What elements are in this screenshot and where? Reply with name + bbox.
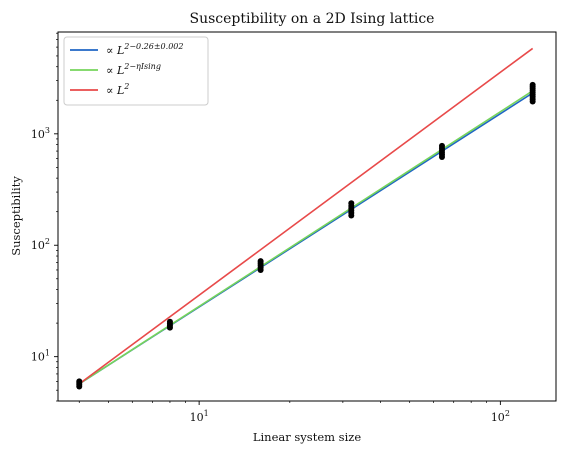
series-line-2	[78, 47, 534, 385]
y-tick-label: 101	[31, 349, 50, 364]
y-axis-ticks: 101 102 103	[31, 32, 58, 402]
axes-frame	[57, 31, 557, 402]
plot-area: 101 102 101 102 103	[31, 31, 557, 424]
y-tick-label: 103	[31, 126, 50, 141]
x-axis-ticks: 101 102	[78, 401, 510, 424]
data-point	[348, 200, 355, 207]
scatter-points	[76, 81, 536, 390]
data-point	[166, 318, 173, 325]
y-axis-label: Susceptibility	[9, 176, 23, 256]
legend: ∝ L2−0.26±0.002∝ L2−ηIsing∝ L2	[63, 36, 209, 106]
x-tick-label: 102	[491, 409, 510, 424]
y-tick-label: 102	[31, 237, 50, 252]
legend-entry: ∝ L2	[106, 82, 129, 97]
series-lines	[78, 47, 534, 385]
x-axis-label: Linear system size	[253, 430, 361, 444]
data-point	[438, 142, 445, 149]
legend-box	[63, 36, 209, 106]
series-line-1	[78, 90, 534, 385]
data-point	[76, 378, 83, 385]
chart-title: Susceptibility on a 2D Ising lattice	[190, 11, 435, 27]
data-point	[257, 258, 264, 265]
x-tick-label: 101	[190, 409, 209, 424]
data-point	[529, 81, 536, 88]
